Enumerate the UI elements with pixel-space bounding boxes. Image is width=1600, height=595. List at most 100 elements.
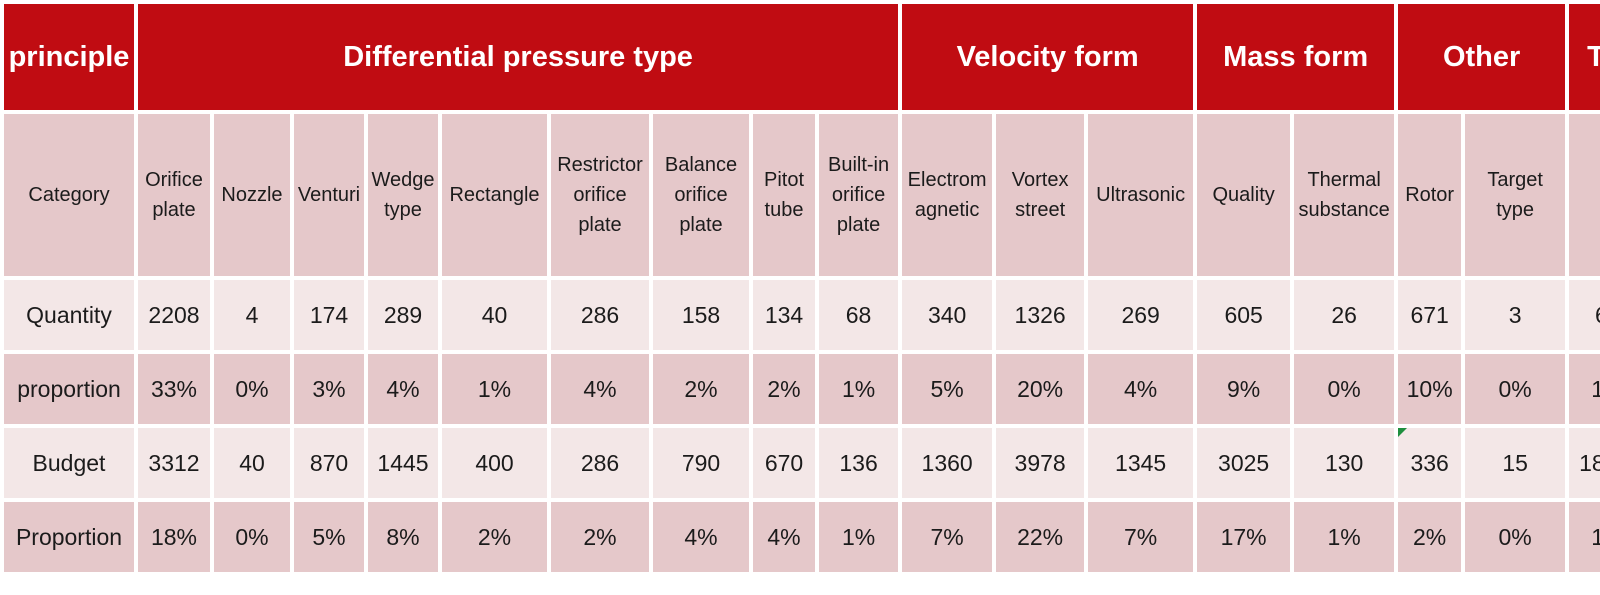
budget-proportion-row: Proportion 18% 0% 5% 8% 2% 2% 4% 4% 1% 7… bbox=[4, 502, 1600, 572]
table-cell: 1360 bbox=[902, 428, 993, 498]
flow-meter-statistics-table: principle Differential pressure type Vel… bbox=[4, 4, 1600, 572]
table-cell: 130 bbox=[1294, 428, 1395, 498]
table-cell: 2208 bbox=[138, 280, 210, 350]
table-cell: 0% bbox=[1465, 502, 1566, 572]
table-cell: 1326 bbox=[996, 280, 1085, 350]
table-cell: 4% bbox=[551, 354, 649, 424]
error-indicator-icon bbox=[1398, 428, 1408, 437]
quantity-proportion-row: proportion 33% 0% 3% 4% 1% 4% 2% 2% 1% 5… bbox=[4, 354, 1600, 424]
column-header-wedge-type: Wedge type bbox=[368, 114, 438, 276]
column-header-target-type: Target type bbox=[1465, 114, 1566, 276]
table-cell: 4% bbox=[368, 354, 438, 424]
column-header-rectangle: Rectangle bbox=[442, 114, 547, 276]
group-header-principle: principle bbox=[4, 4, 134, 110]
table-cell: 400 bbox=[442, 428, 547, 498]
row-label-budget: Budget bbox=[4, 428, 134, 498]
table-cell: 8% bbox=[368, 502, 438, 572]
group-header-velocity-form: Velocity form bbox=[902, 4, 1194, 110]
table-cell: 4% bbox=[753, 502, 815, 572]
table-cell: 68 bbox=[819, 280, 899, 350]
table-cell-total: 100% bbox=[1569, 354, 1600, 424]
table-cell: 18% bbox=[138, 502, 210, 572]
table-cell: 26 bbox=[1294, 280, 1395, 350]
table-cell: 22% bbox=[996, 502, 1085, 572]
table-cell: 7% bbox=[1088, 502, 1194, 572]
table-cell: 0% bbox=[214, 354, 290, 424]
group-header-other: Other bbox=[1398, 4, 1566, 110]
table-cell: 3312 bbox=[138, 428, 210, 498]
table-cell: 134 bbox=[753, 280, 815, 350]
column-header-built-in-orifice-plate: Built-in orifice plate bbox=[819, 114, 899, 276]
column-header-nozzle: Nozzle bbox=[214, 114, 290, 276]
row-label-proportion-2: Proportion bbox=[4, 502, 134, 572]
table-cell: 289 bbox=[368, 280, 438, 350]
table-cell-total: 6605 bbox=[1569, 280, 1600, 350]
table-cell: 340 bbox=[902, 280, 993, 350]
group-header-mass-form: Mass form bbox=[1197, 4, 1395, 110]
column-header-vortex-street: Vortex street bbox=[996, 114, 1085, 276]
table-cell: 4% bbox=[1088, 354, 1194, 424]
column-header-venturi: Venturi bbox=[294, 114, 364, 276]
table-cell: 605 bbox=[1197, 280, 1291, 350]
table-cell: 7% bbox=[902, 502, 993, 572]
table-cell: 4% bbox=[653, 502, 749, 572]
column-header-restrictor-orifice-plate: Restrictor orifice plate bbox=[551, 114, 649, 276]
table-cell: 1% bbox=[819, 354, 899, 424]
table-cell: 174 bbox=[294, 280, 364, 350]
group-header-total: Total bbox=[1569, 4, 1600, 110]
table-cell: 286 bbox=[551, 280, 649, 350]
row-label-quantity: Quantity bbox=[4, 280, 134, 350]
table-cell: 790 bbox=[653, 428, 749, 498]
table-cell: 136 bbox=[819, 428, 899, 498]
table-cell: 5% bbox=[294, 502, 364, 572]
table-cell: 4 bbox=[214, 280, 290, 350]
table-cell: 15 bbox=[1465, 428, 1566, 498]
budget-row: Budget 3312 40 870 1445 400 286 790 670 … bbox=[4, 428, 1600, 498]
table-cell: 2% bbox=[442, 502, 547, 572]
table-cell: 870 bbox=[294, 428, 364, 498]
table-cell: 1% bbox=[442, 354, 547, 424]
column-header-thermal-substance: Thermal substance bbox=[1294, 114, 1395, 276]
table-cell: 1% bbox=[1294, 502, 1395, 572]
table-cell: 40 bbox=[214, 428, 290, 498]
table-cell: 1% bbox=[819, 502, 899, 572]
table-cell-budget-rotor: 336 bbox=[1398, 428, 1462, 498]
table-cell: 3% bbox=[294, 354, 364, 424]
table-cell: 33% bbox=[138, 354, 210, 424]
column-header-ultrasonic: Ultrasonic bbox=[1088, 114, 1194, 276]
table-cell: 0% bbox=[214, 502, 290, 572]
column-header-electromagnetic: Electrom agnetic bbox=[902, 114, 993, 276]
column-header-quality: Quality bbox=[1197, 114, 1291, 276]
table-cell: 40 bbox=[442, 280, 547, 350]
table-cell: 9% bbox=[1197, 354, 1291, 424]
table-cell: 269 bbox=[1088, 280, 1194, 350]
row-label-category: Category bbox=[4, 114, 134, 276]
group-header-row: principle Differential pressure type Vel… bbox=[4, 4, 1600, 110]
group-header-differential-pressure: Differential pressure type bbox=[138, 4, 899, 110]
table-cell-value: 336 bbox=[1410, 449, 1449, 476]
table-cell-total: 18137.5 bbox=[1569, 428, 1600, 498]
column-header-balance-orifice-plate: Balance orifice plate bbox=[653, 114, 749, 276]
table-cell: 3 bbox=[1465, 280, 1566, 350]
table-cell: 2% bbox=[753, 354, 815, 424]
table-cell: 0% bbox=[1294, 354, 1395, 424]
table-cell: 670 bbox=[753, 428, 815, 498]
table-cell: 3978 bbox=[996, 428, 1085, 498]
table-cell: 286 bbox=[551, 428, 649, 498]
table-cell: 2% bbox=[1398, 502, 1462, 572]
table-cell: 10% bbox=[1398, 354, 1462, 424]
table-cell: 671 bbox=[1398, 280, 1462, 350]
table-cell: 1345 bbox=[1088, 428, 1194, 498]
table-cell: 3025 bbox=[1197, 428, 1291, 498]
table-cell: 1445 bbox=[368, 428, 438, 498]
table-cell: 0% bbox=[1465, 354, 1566, 424]
table-cell: 5% bbox=[902, 354, 993, 424]
column-header-rotor: Rotor bbox=[1398, 114, 1462, 276]
column-header-orifice-plate: Orifice plate bbox=[138, 114, 210, 276]
table-cell: 20% bbox=[996, 354, 1085, 424]
table-cell: 2% bbox=[551, 502, 649, 572]
table-cell: 17% bbox=[1197, 502, 1291, 572]
column-header-pitot-tube: Pitot tube bbox=[753, 114, 815, 276]
table-cell-total: 100% bbox=[1569, 502, 1600, 572]
